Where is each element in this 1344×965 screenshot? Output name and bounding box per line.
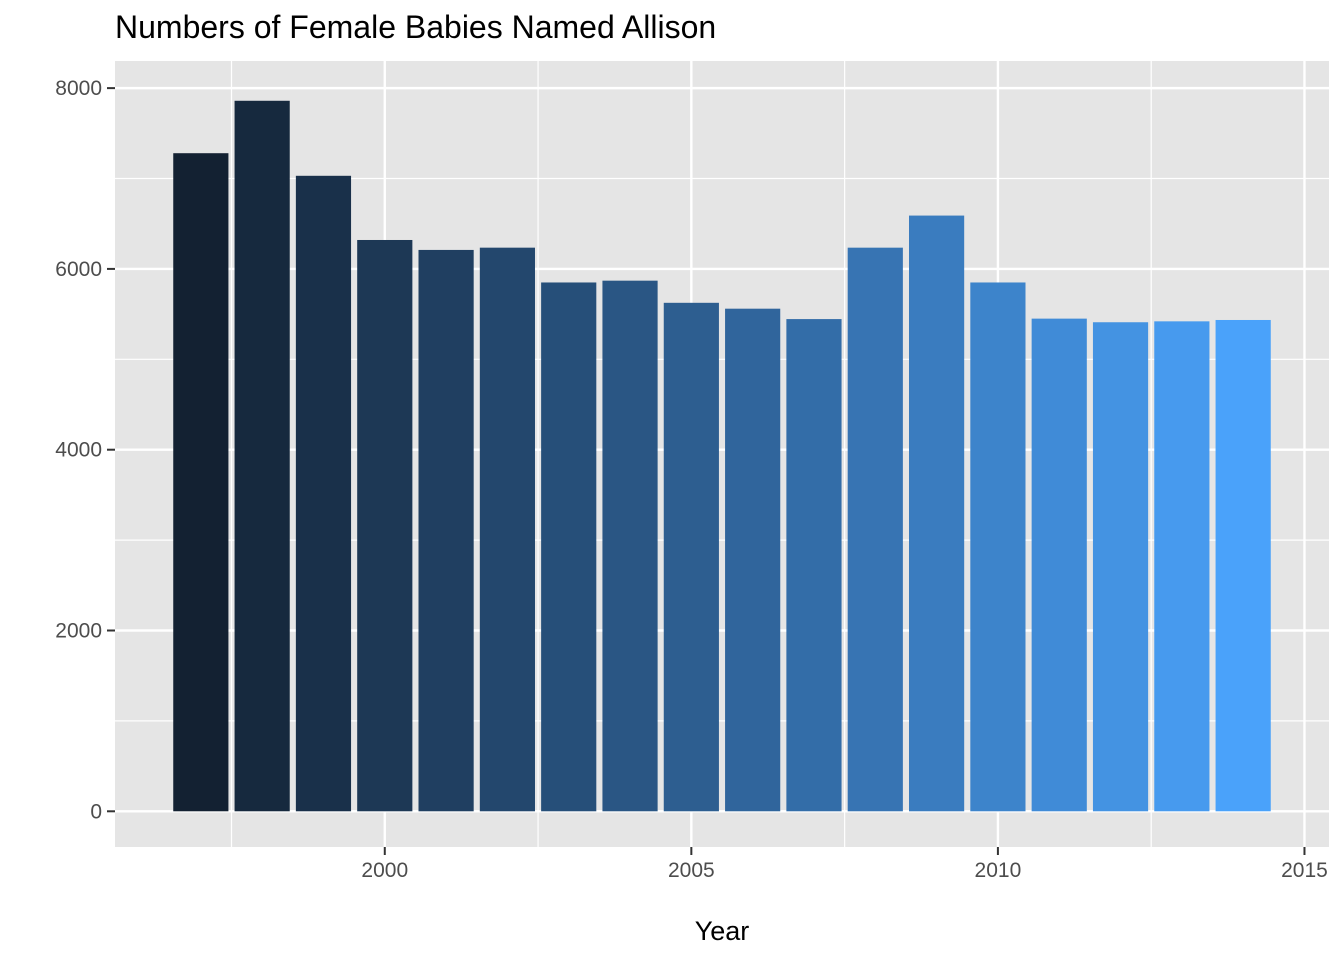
bar-2005 <box>663 302 719 812</box>
bar-1998 <box>234 100 290 812</box>
bars <box>173 100 1271 812</box>
x-axis-title: Year <box>695 916 750 946</box>
y-tick-label: 2000 <box>55 619 102 642</box>
y-tick-label: 0 <box>90 800 102 823</box>
bar-2012 <box>1092 322 1149 812</box>
y-tick-label: 8000 <box>55 77 102 100</box>
bar-2004 <box>602 280 658 812</box>
bar-2010 <box>970 282 1026 812</box>
bar-2006 <box>725 308 781 812</box>
x-tick-label: 2015 <box>1281 859 1328 882</box>
y-axis: 0 2000 4000 6000 8000 <box>55 77 115 823</box>
y-tick-label: 6000 <box>55 258 102 281</box>
bar-2000 <box>357 239 413 812</box>
bar-2014 <box>1215 319 1271 812</box>
x-tick-label: 2000 <box>361 859 408 882</box>
bar-1999 <box>295 175 352 812</box>
y-tick-label: 4000 <box>55 439 102 462</box>
bar-2011 <box>1031 318 1087 812</box>
bar-1997 <box>173 153 229 812</box>
bar-2002 <box>479 247 535 812</box>
x-tick-label: 2005 <box>668 859 715 882</box>
bar-2007 <box>786 319 842 812</box>
bar-2003 <box>541 282 597 812</box>
bar-2009 <box>909 215 965 812</box>
bar-2001 <box>418 249 474 812</box>
x-tick-label: 2010 <box>975 859 1022 882</box>
bar-2008 <box>847 247 903 812</box>
chart-title: Numbers of Female Babies Named Allison <box>115 9 716 45</box>
bar-2013 <box>1154 321 1210 812</box>
x-axis: 2000 2005 2010 2015 <box>361 847 1328 882</box>
